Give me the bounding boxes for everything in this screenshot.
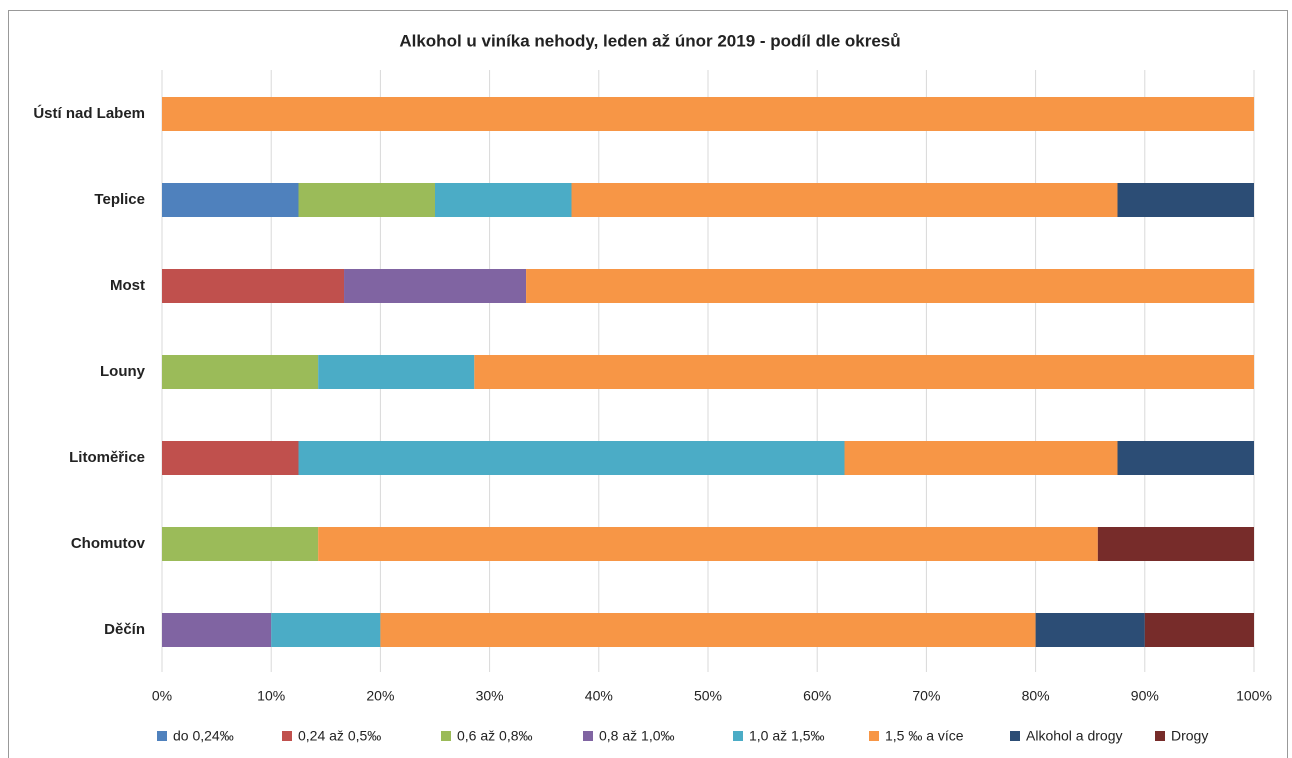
x-tick-label: 0% bbox=[152, 688, 172, 704]
x-tick-label: 90% bbox=[1131, 688, 1159, 704]
legend-swatch bbox=[441, 731, 451, 741]
category-label: Ústí nad Labem bbox=[33, 104, 145, 122]
bar-segment bbox=[571, 183, 1118, 217]
legend-swatch bbox=[282, 731, 292, 741]
x-tick-label: 80% bbox=[1022, 688, 1050, 704]
bar-segment bbox=[380, 613, 1036, 647]
x-tick-label: 20% bbox=[366, 688, 394, 704]
bar-segment bbox=[318, 527, 1098, 561]
bar-segment bbox=[1117, 441, 1254, 475]
bar-segment bbox=[162, 441, 299, 475]
bar-segment bbox=[298, 183, 435, 217]
bar-segment bbox=[298, 441, 845, 475]
bar-segment bbox=[318, 355, 475, 389]
bar-segment bbox=[162, 97, 1254, 131]
x-tick-label: 100% bbox=[1236, 688, 1272, 704]
category-label: Louny bbox=[100, 363, 146, 380]
legend-label: 0,8 až 1,0‰ bbox=[599, 728, 675, 744]
legend-swatch bbox=[157, 731, 167, 741]
bar-segment bbox=[344, 269, 527, 303]
bar-segment bbox=[162, 269, 345, 303]
bar-segment bbox=[1144, 613, 1254, 647]
category-label: Chomutov bbox=[71, 535, 146, 552]
legend-swatch bbox=[733, 731, 743, 741]
legend-label: 1,0 až 1,5‰ bbox=[749, 728, 825, 744]
legend-label: 0,6 až 0,8‰ bbox=[457, 728, 533, 744]
bar-segment bbox=[162, 183, 299, 217]
bar-segment bbox=[1035, 613, 1145, 647]
legend-swatch bbox=[583, 731, 593, 741]
x-tick-label: 10% bbox=[257, 688, 285, 704]
x-tick-label: 70% bbox=[912, 688, 940, 704]
bar-segment bbox=[844, 441, 1118, 475]
bar-segment bbox=[1097, 527, 1254, 561]
legend-label: Drogy bbox=[1171, 728, 1208, 744]
x-tick-label: 50% bbox=[694, 688, 722, 704]
bar-segment bbox=[474, 355, 1254, 389]
bar-segment bbox=[162, 527, 319, 561]
legend-label: do 0,24‰ bbox=[173, 728, 234, 744]
category-label: Děčín bbox=[104, 621, 145, 638]
category-label: Most bbox=[110, 277, 145, 294]
bar-segment bbox=[162, 355, 319, 389]
bar-segment bbox=[1117, 183, 1254, 217]
legend-label: 0,24 až 0,5‰ bbox=[298, 728, 381, 744]
bar-segment bbox=[526, 269, 1255, 303]
x-tick-label: 60% bbox=[803, 688, 831, 704]
legend-swatch bbox=[1010, 731, 1020, 741]
legend-swatch bbox=[869, 731, 879, 741]
legend-swatch bbox=[1155, 731, 1165, 741]
bar-segment bbox=[271, 613, 381, 647]
legend-label: Alkohol a drogy bbox=[1026, 728, 1123, 744]
bar-segment bbox=[162, 613, 272, 647]
legend-label: 1,5 ‰ a více bbox=[885, 728, 964, 744]
category-label: Teplice bbox=[94, 191, 145, 208]
chart-title: Alkohol u viníka nehody, leden až únor 2… bbox=[399, 31, 900, 50]
x-tick-label: 30% bbox=[476, 688, 504, 704]
x-tick-label: 40% bbox=[585, 688, 613, 704]
bar-segment bbox=[435, 183, 572, 217]
category-label: Litoměřice bbox=[69, 449, 145, 466]
